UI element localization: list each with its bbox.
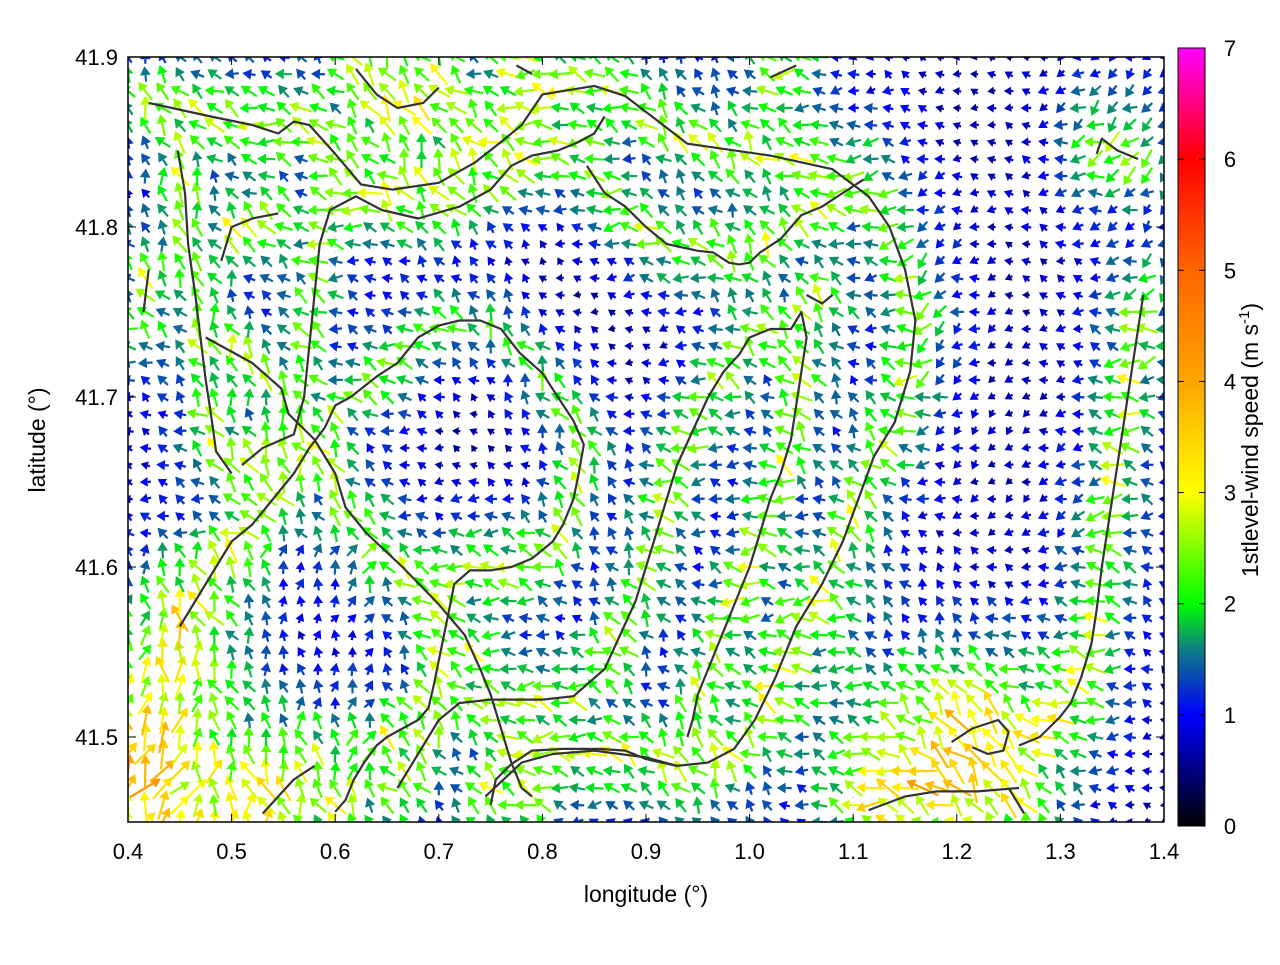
colorbar-label-close: ) <box>1237 303 1263 311</box>
y-tick-label: 41.5 <box>75 725 118 750</box>
x-tick-label: 0.6 <box>320 839 351 864</box>
colorbar-label-main: 1stlevel-wind speed (m s <box>1237 324 1263 577</box>
x-tick-label: 0.7 <box>424 839 455 864</box>
y-tick-label: 41.8 <box>75 215 118 240</box>
colorbar-label-superscript: -1 <box>1236 311 1253 324</box>
colorbar-tick-label: 5 <box>1224 258 1236 283</box>
x-tick-label: 1.3 <box>1045 839 1076 864</box>
colorbar-label: 1stlevel-wind speed (m s-1) <box>1236 303 1263 577</box>
y-tick-label: 41.6 <box>75 555 118 580</box>
y-tick-label: 41.9 <box>75 45 118 70</box>
x-tick-label: 1.2 <box>942 839 973 864</box>
x-tick-label: 0.4 <box>113 839 144 864</box>
x-tick-label: 1.0 <box>734 839 765 864</box>
x-tick-label: 1.1 <box>838 839 869 864</box>
colorbar-tick-label: 2 <box>1224 592 1236 617</box>
colorbar-tick-label: 6 <box>1224 147 1236 172</box>
colorbar <box>1178 48 1205 826</box>
x-tick-label: 0.8 <box>527 839 558 864</box>
x-tick-label: 0.5 <box>216 839 247 864</box>
y-tick-label: 41.7 <box>75 385 118 410</box>
x-axis-label: longitude (°) <box>584 881 708 907</box>
colorbar-tick-label: 7 <box>1224 36 1236 61</box>
x-tick-label: 1.4 <box>1149 839 1180 864</box>
colorbar-tick-label: 0 <box>1224 814 1236 839</box>
colorbar-tick-label: 1 <box>1224 703 1236 728</box>
colorbar-tick-label: 4 <box>1224 369 1236 394</box>
colorbar-tick-label: 3 <box>1224 481 1236 506</box>
x-tick-label: 0.9 <box>631 839 662 864</box>
y-axis-label: latitude (°) <box>24 387 50 492</box>
